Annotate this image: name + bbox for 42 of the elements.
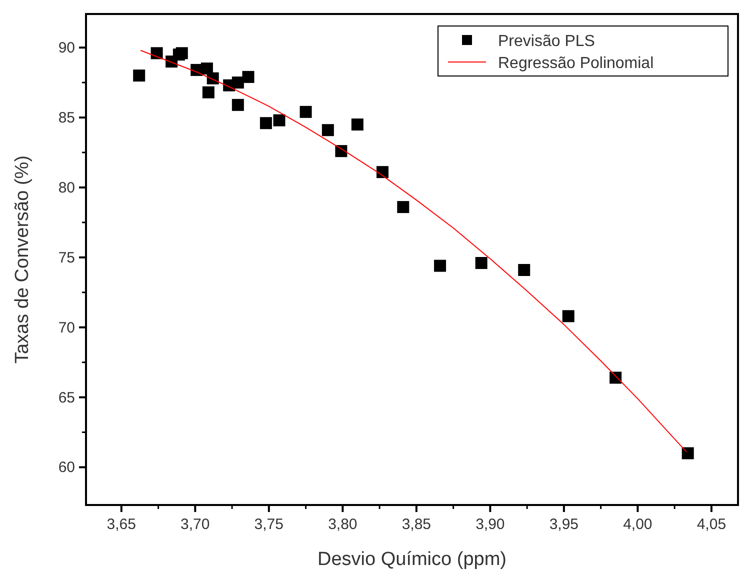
point (518, 264, 530, 276)
point (202, 86, 214, 98)
point (150, 47, 163, 60)
point (206, 72, 219, 84)
point (562, 310, 574, 322)
point (397, 201, 410, 214)
point (335, 145, 348, 158)
point (475, 256, 488, 269)
x-tick-label: 3,95 (549, 516, 579, 533)
y-tick-label: 60 (58, 459, 75, 476)
x-tick-label: 3,80 (328, 516, 358, 533)
point (242, 70, 254, 83)
y-tick-label: 90 (58, 40, 75, 57)
legend-label: Regressão Polinomial (498, 55, 654, 72)
point (133, 70, 146, 82)
point (434, 260, 446, 272)
y-tick-label: 65 (58, 389, 75, 406)
point (176, 47, 188, 60)
point (351, 118, 364, 131)
x-tick-label: 3,70 (180, 516, 210, 533)
x-tick-label: 4,00 (623, 516, 652, 533)
y-tick-label: 80 (58, 179, 75, 196)
x-tick-label: 3,90 (476, 516, 505, 533)
y-axis-title: Taxas de Conversão (%) (12, 155, 33, 364)
point (376, 166, 388, 178)
y-tick-label: 70 (58, 319, 75, 336)
x-tick-label: 3,65 (106, 516, 136, 533)
point (682, 447, 694, 460)
point (300, 106, 312, 118)
point (273, 114, 286, 126)
y-tick-label: 85 (58, 110, 75, 127)
y-tick-label: 75 (58, 249, 75, 266)
legend-label: Previsão PLS (498, 33, 595, 50)
x-tick-label: 3,85 (402, 516, 432, 533)
x-axis-title: Desvio Químico (ppm) (318, 549, 506, 570)
point (200, 62, 213, 75)
x-tick-label: 3,75 (254, 516, 284, 533)
point (232, 98, 244, 111)
point (322, 124, 334, 136)
point (232, 76, 244, 89)
x-tick-label: 4,05 (696, 516, 726, 533)
point (260, 117, 272, 130)
